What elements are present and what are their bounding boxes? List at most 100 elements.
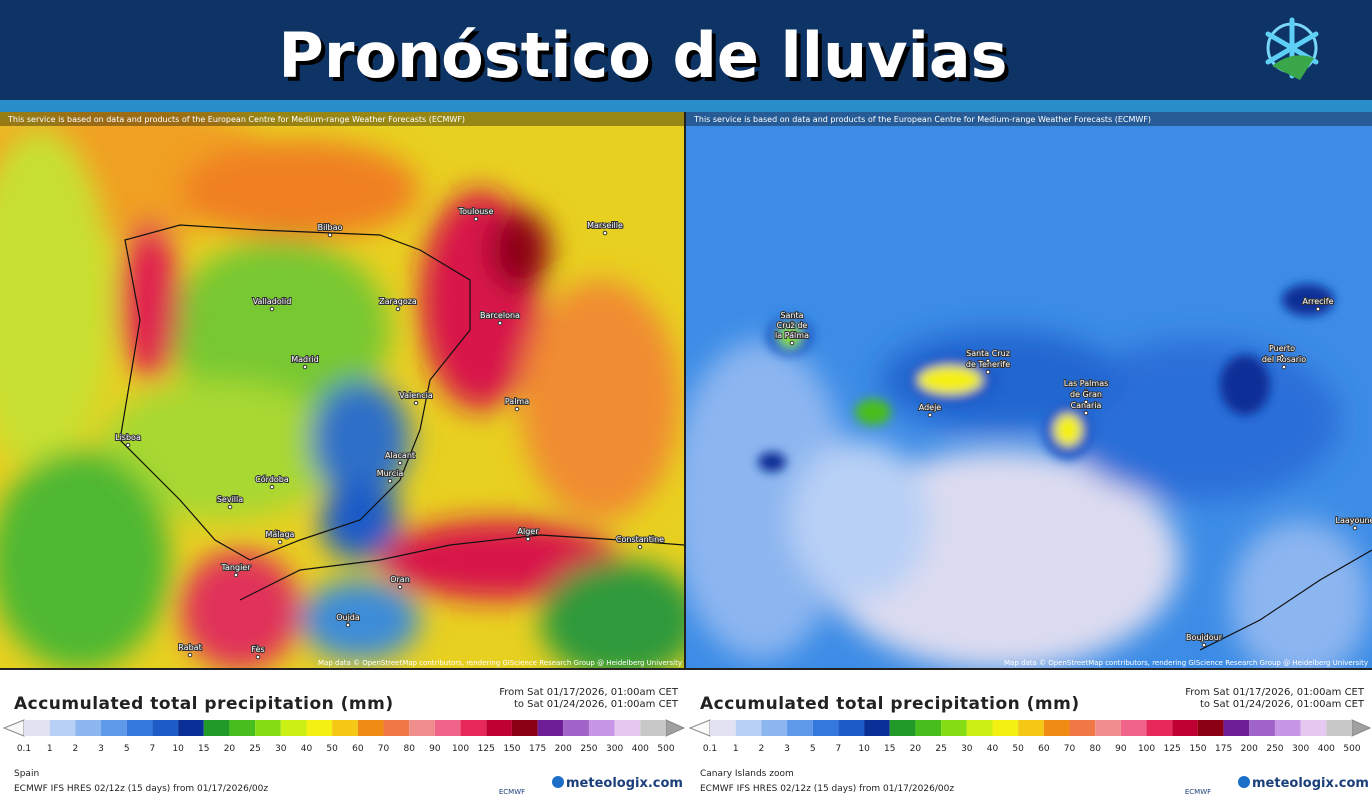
scale-cell xyxy=(332,720,358,736)
city-label: Córdoba xyxy=(255,474,289,484)
scale-label: 25 xyxy=(935,744,946,754)
scale-label: 1 xyxy=(733,744,739,754)
scale-arrow-right xyxy=(665,719,686,737)
scale-label: 90 xyxy=(429,744,441,754)
scale-cell xyxy=(1326,720,1352,736)
scale-cell xyxy=(761,720,788,736)
city-label: Tangier xyxy=(220,563,251,572)
header-bar xyxy=(0,0,1372,100)
scale-label: 1 xyxy=(47,744,53,754)
model: ECMWF IFS HRES 02/12z (15 days) from 01/… xyxy=(700,784,954,794)
city-dot xyxy=(985,358,991,364)
city-dot xyxy=(395,306,401,312)
scale-label: 500 xyxy=(657,744,674,754)
scale-label: 150 xyxy=(503,744,520,754)
scale-cell xyxy=(126,720,153,736)
city-label: Toulouse xyxy=(458,207,494,216)
scale-label: 125 xyxy=(478,744,495,754)
scale-label: 40 xyxy=(301,744,313,754)
scale-cell xyxy=(511,720,538,736)
city-label: Palma xyxy=(505,397,529,406)
city-label: Boujdour xyxy=(1186,633,1223,642)
scale-cell xyxy=(889,720,916,736)
logo xyxy=(1265,17,1319,80)
scale-cell xyxy=(614,720,641,736)
city-label: Laayoune xyxy=(1336,516,1372,525)
scale-label: 300 xyxy=(606,744,623,754)
scale-cell xyxy=(787,720,813,736)
city-dot xyxy=(525,536,531,542)
scale-cell xyxy=(255,720,281,736)
city-dot xyxy=(269,484,275,490)
scale-label: 5 xyxy=(810,744,816,754)
city-label: la Palma xyxy=(775,331,809,340)
city-dot xyxy=(125,442,131,448)
city-label: Santa xyxy=(780,311,803,320)
scale-label: 20 xyxy=(910,744,922,754)
scale-cell xyxy=(1197,720,1224,736)
city-dot xyxy=(269,306,275,312)
city-dot xyxy=(473,216,479,222)
scale-label: 3 xyxy=(784,744,790,754)
scale-cell xyxy=(486,720,512,736)
date-to: to Sat 01/24/2026, 01:00am CET xyxy=(514,699,679,710)
city-label: Valencia xyxy=(399,391,433,400)
city-dot xyxy=(789,330,795,336)
city-label: Valladolid xyxy=(253,297,292,306)
scale-label: 250 xyxy=(580,744,597,754)
scale-label: 200 xyxy=(555,744,572,754)
city-label: Sevilla xyxy=(217,495,243,504)
scale-cell xyxy=(640,720,666,736)
scale-cell xyxy=(460,720,487,736)
scale-label: 80 xyxy=(1089,744,1101,754)
scale-arrow-right xyxy=(1351,719,1372,737)
page-title: Pronóstico de lluvias xyxy=(278,19,1007,92)
city-label: Las Palmas xyxy=(1064,379,1109,388)
scale-cell xyxy=(152,720,179,736)
scale-cell xyxy=(1120,720,1147,736)
scale-label: 100 xyxy=(1138,744,1155,754)
scale-cell xyxy=(915,720,942,736)
ecmwf: ECMWF xyxy=(1185,788,1211,796)
city-label: Rabat xyxy=(178,643,201,652)
city-dot xyxy=(1083,388,1089,394)
scale-cell xyxy=(812,720,839,736)
map-border xyxy=(0,668,1372,670)
scale-cell xyxy=(735,720,762,736)
brand: meteologix.com xyxy=(1252,776,1369,791)
scale-label: 10 xyxy=(858,744,870,754)
region: Spain xyxy=(14,769,39,779)
city-dot xyxy=(497,320,503,326)
scale-label: 50 xyxy=(326,744,338,754)
scale-cell xyxy=(357,720,384,736)
scale-label: 2 xyxy=(72,744,78,754)
city-label: Cruz de xyxy=(777,321,808,330)
city-dot xyxy=(789,320,795,326)
scale-label: 0.1 xyxy=(703,744,717,754)
city-dot xyxy=(514,406,520,412)
date-from: From Sat 01/17/2026, 01:00am CET xyxy=(499,687,679,698)
scale-label: 125 xyxy=(1164,744,1181,754)
city-label: Oran xyxy=(390,575,410,584)
scale-label: 200 xyxy=(1241,744,1258,754)
scale-label: 30 xyxy=(961,744,973,754)
scale-arrow-left xyxy=(688,719,711,737)
model: ECMWF IFS HRES 02/12z (15 days) from 01/… xyxy=(14,784,268,794)
legend-title: Accumulated total precipitation (mm) xyxy=(700,694,1080,714)
city-label: Bilbao xyxy=(318,223,343,232)
city-label: Arrecife xyxy=(1302,297,1333,306)
city-dot xyxy=(345,622,351,628)
scale-label: 3 xyxy=(98,744,104,754)
city-dot xyxy=(413,400,419,406)
scale-label: 15 xyxy=(884,744,895,754)
legend-title: Accumulated total precipitation (mm) xyxy=(14,694,394,714)
city-label: Canaria xyxy=(1071,401,1102,410)
city-label: Málaga xyxy=(266,530,295,539)
scale-label: 2 xyxy=(758,744,764,754)
scale-cell xyxy=(101,720,127,736)
notice: This service is based on data and produc… xyxy=(693,115,1151,124)
scale-cell xyxy=(941,720,967,736)
notice-bg xyxy=(0,112,684,126)
scale-cell xyxy=(1146,720,1173,736)
